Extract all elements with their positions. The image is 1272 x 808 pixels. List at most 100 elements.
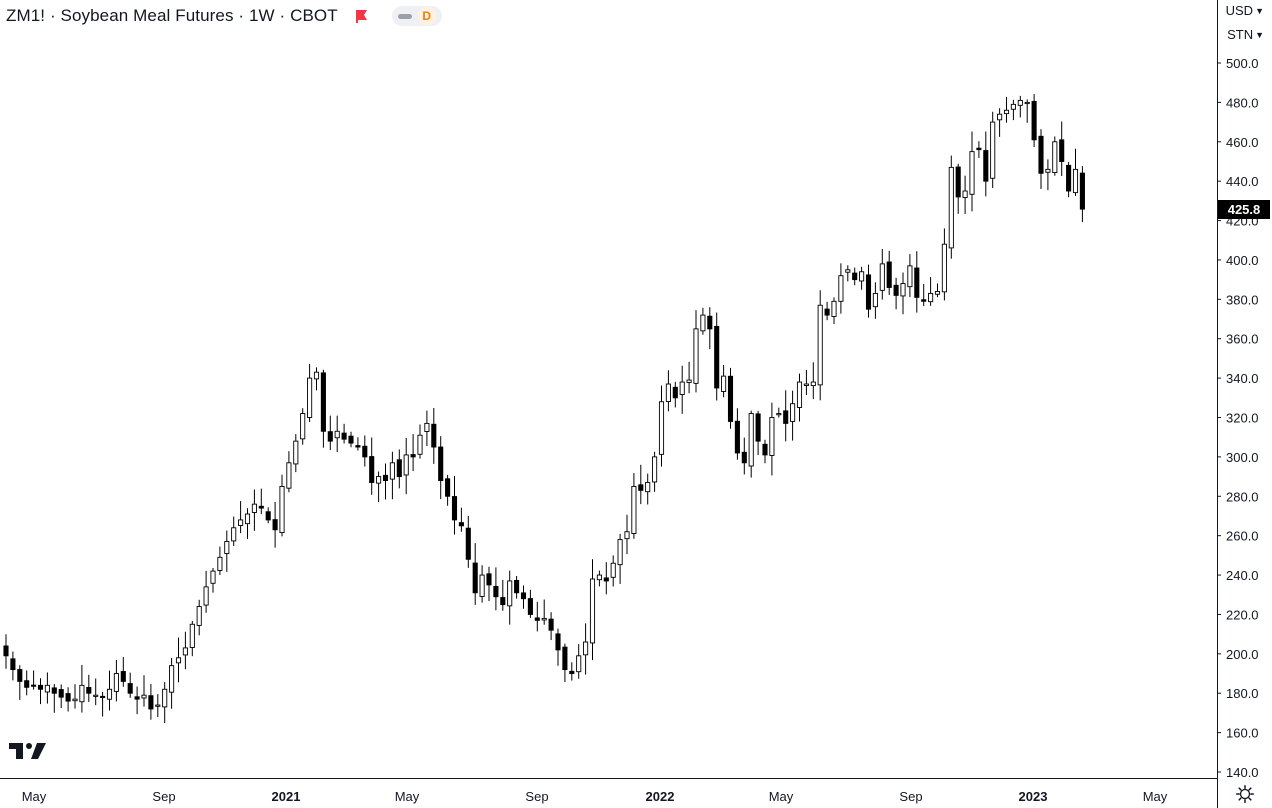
currency-selector[interactable]: USD ▼ xyxy=(1226,3,1264,18)
candle-down xyxy=(1059,139,1065,162)
candle-down xyxy=(638,484,644,491)
candle-up xyxy=(313,371,320,380)
candle-up xyxy=(93,694,99,697)
y-tick-label: 500.0 xyxy=(1226,56,1259,71)
candle-up xyxy=(693,328,699,384)
x-tick-label: Sep xyxy=(152,789,175,804)
y-tick-label: 360.0 xyxy=(1226,332,1259,347)
candle-up xyxy=(217,556,223,571)
candle-down xyxy=(672,386,678,399)
candle-up xyxy=(700,314,706,332)
candle-down xyxy=(707,315,713,330)
candle-up xyxy=(838,275,844,302)
candle-up xyxy=(238,519,244,526)
candle-up xyxy=(182,647,188,656)
y-tick-label: 480.0 xyxy=(1226,95,1259,110)
candle-down xyxy=(265,511,271,521)
candle-down xyxy=(410,454,416,458)
candle-down xyxy=(976,147,982,151)
candle-down xyxy=(493,585,499,598)
candle-down xyxy=(341,432,347,440)
y-tick-label: 140.0 xyxy=(1226,765,1259,780)
tradingview-logo-icon[interactable] xyxy=(9,741,47,761)
x-tick-label: Sep xyxy=(899,789,922,804)
x-tick-label: Sep xyxy=(525,789,548,804)
candle-up xyxy=(389,462,395,480)
candle-down xyxy=(272,519,278,531)
candle-up xyxy=(479,574,485,597)
candle-up xyxy=(928,292,934,303)
red-flag-icon[interactable] xyxy=(354,9,368,23)
y-tick-label: 300.0 xyxy=(1226,450,1259,465)
candle-up xyxy=(189,623,195,648)
candle-up xyxy=(203,586,209,606)
candle-up xyxy=(141,694,147,699)
candle-up xyxy=(231,527,237,542)
candle-up xyxy=(997,113,1003,121)
candle-up xyxy=(776,413,782,416)
candle-down xyxy=(382,474,389,481)
candle-down xyxy=(527,598,533,615)
y-tick-label: 440.0 xyxy=(1226,174,1259,189)
candle-down xyxy=(734,420,740,454)
x-tick-label: 2023 xyxy=(1019,789,1048,804)
candle-up xyxy=(1052,141,1058,173)
candle-down xyxy=(438,446,444,481)
symbol-title[interactable]: ZM1! · Soybean Meal Futures · 1W · CBOT xyxy=(6,6,338,25)
candle-down xyxy=(258,505,264,509)
y-tick-label: 280.0 xyxy=(1226,489,1259,504)
candle-up xyxy=(576,655,582,673)
x-tick-label: 2021 xyxy=(272,789,301,804)
candle-down xyxy=(31,684,37,687)
y-tick-label: 460.0 xyxy=(1226,135,1259,150)
candle-down xyxy=(548,618,554,631)
settings-gear-icon[interactable] xyxy=(1236,785,1254,803)
y-tick-label: 160.0 xyxy=(1226,726,1259,741)
candle-up xyxy=(72,698,78,702)
candle-down xyxy=(320,372,326,432)
candle-up xyxy=(334,430,340,439)
candle-down xyxy=(534,617,540,621)
x-tick-label: 2022 xyxy=(646,789,675,804)
candle-up xyxy=(224,541,230,554)
candle-up xyxy=(859,271,865,282)
candle-up xyxy=(934,291,941,295)
candle-up xyxy=(589,578,596,644)
y-tick-label: 200.0 xyxy=(1226,647,1259,662)
chart-legend: ZM1! · Soybean Meal Futures · 1W · CBOT … xyxy=(6,5,442,27)
candle-down xyxy=(86,687,92,694)
candle-down xyxy=(3,645,9,657)
candle-down xyxy=(127,683,133,694)
candle-down xyxy=(472,562,478,594)
candle-down xyxy=(1066,164,1072,192)
candle-up xyxy=(541,617,547,621)
candle-up xyxy=(624,531,630,540)
candle-down xyxy=(569,670,575,674)
candle-up xyxy=(907,265,913,288)
candle-up xyxy=(796,381,803,408)
candle-up xyxy=(831,300,837,317)
candle-up xyxy=(424,422,430,432)
candle-down xyxy=(555,633,561,651)
candle-down xyxy=(327,431,333,442)
status-badge: D xyxy=(417,7,436,25)
candle-up xyxy=(721,375,727,392)
data-status-pill[interactable]: D xyxy=(391,6,442,26)
candle-up xyxy=(376,476,382,484)
candle-up xyxy=(645,482,651,493)
candle-down xyxy=(714,325,720,389)
candle-down xyxy=(865,274,872,310)
candle-down xyxy=(58,689,64,698)
candle-up xyxy=(748,413,754,467)
candle-up xyxy=(948,166,954,249)
candle-down xyxy=(514,579,520,594)
candle-up xyxy=(658,401,665,455)
candle-up xyxy=(665,383,671,402)
candle-down xyxy=(603,577,609,582)
unit-label: STN xyxy=(1227,27,1254,42)
unit-selector[interactable]: STN ▼ xyxy=(1227,27,1264,42)
candle-down xyxy=(24,680,30,688)
candle-up xyxy=(417,434,423,455)
candle-up xyxy=(617,539,623,566)
